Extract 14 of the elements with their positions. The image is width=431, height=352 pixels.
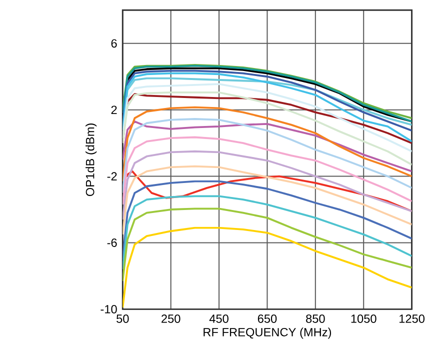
- y-tick-label: -2: [107, 172, 117, 181]
- x-tick-label: 850: [306, 314, 325, 324]
- x-tick-label: 650: [258, 314, 277, 324]
- y-tick-label: 2: [111, 106, 117, 114]
- x-tick-label: 1250: [400, 314, 425, 324]
- x-tick-label: 250: [162, 314, 180, 324]
- x-tick-label: 450: [209, 314, 228, 324]
- y-tick-label: 6: [111, 39, 117, 48]
- x-axis-title: RF FREQUENCY (MHz): [204, 328, 332, 339]
- x-tick-label: 1050: [351, 314, 376, 324]
- y-axis-title: OP1dB (dBm): [86, 124, 97, 196]
- y-tick-label: -6: [107, 238, 117, 248]
- x-tick-label: 50: [116, 314, 129, 324]
- y-tick-label: -10: [100, 305, 117, 314]
